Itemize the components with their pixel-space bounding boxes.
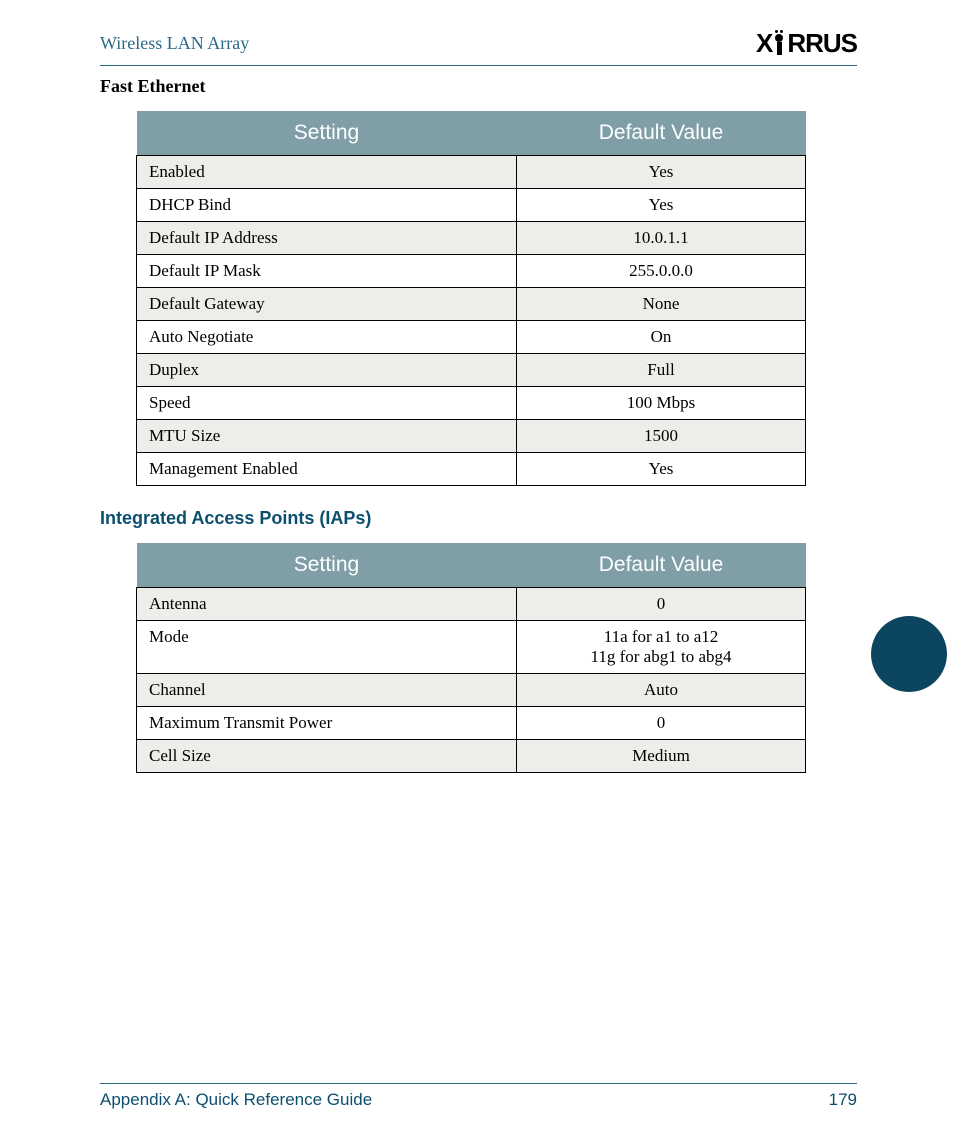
table-row: DuplexFull — [137, 354, 806, 387]
page-header: Wireless LAN Array X RRUS — [100, 28, 857, 66]
cell-value: Medium — [517, 740, 806, 773]
iaps-table: Setting Default Value Antenna0Mode11a fo… — [136, 543, 806, 773]
table-row: Auto NegotiateOn — [137, 321, 806, 354]
brand-logo: X RRUS — [756, 28, 857, 59]
table-row: Default IP Mask255.0.0.0 — [137, 255, 806, 288]
fast-ethernet-table: Setting Default Value EnabledYesDHCP Bin… — [136, 111, 806, 486]
table-row: Speed100 Mbps — [137, 387, 806, 420]
logo-x-letter: X — [756, 28, 771, 59]
cell-value: 10.0.1.1 — [517, 222, 806, 255]
table-header-row: Setting Default Value — [137, 543, 806, 588]
cell-setting: Default Gateway — [137, 288, 517, 321]
table-row: DHCP BindYes — [137, 189, 806, 222]
table-row: ChannelAuto — [137, 674, 806, 707]
col-default-value: Default Value — [517, 111, 806, 156]
cell-value: 255.0.0.0 — [517, 255, 806, 288]
cell-setting: Speed — [137, 387, 517, 420]
cell-setting: Channel — [137, 674, 517, 707]
cell-setting: Auto Negotiate — [137, 321, 517, 354]
cell-value: Full — [517, 354, 806, 387]
logo-rest-text: RRUS — [787, 28, 857, 59]
cell-setting: Management Enabled — [137, 453, 517, 486]
cell-setting: Maximum Transmit Power — [137, 707, 517, 740]
cell-value: 0 — [517, 707, 806, 740]
cell-setting: Antenna — [137, 588, 517, 621]
col-default-value: Default Value — [517, 543, 806, 588]
cell-setting: DHCP Bind — [137, 189, 517, 222]
table-header-row: Setting Default Value — [137, 111, 806, 156]
cell-value: On — [517, 321, 806, 354]
side-tab-circle-icon — [871, 616, 947, 692]
cell-value: Yes — [517, 156, 806, 189]
cell-setting: Cell Size — [137, 740, 517, 773]
table-row: Management EnabledYes — [137, 453, 806, 486]
table-row: Antenna0 — [137, 588, 806, 621]
cell-value: Yes — [517, 189, 806, 222]
cell-setting: MTU Size — [137, 420, 517, 453]
cell-value: None — [517, 288, 806, 321]
table-row: Maximum Transmit Power0 — [137, 707, 806, 740]
cell-setting: Mode — [137, 621, 517, 674]
logo-i-icon — [775, 30, 783, 55]
cell-value: 1500 — [517, 420, 806, 453]
table-row: Mode11a for a1 to a1211g for abg1 to abg… — [137, 621, 806, 674]
header-title: Wireless LAN Array — [100, 33, 249, 54]
table-row: EnabledYes — [137, 156, 806, 189]
cell-setting: Enabled — [137, 156, 517, 189]
table-row: Cell SizeMedium — [137, 740, 806, 773]
col-setting: Setting — [137, 543, 517, 588]
section-title-iaps: Integrated Access Points (IAPs) — [100, 508, 857, 529]
cell-setting: Default IP Address — [137, 222, 517, 255]
cell-value: Auto — [517, 674, 806, 707]
cell-value: 100 Mbps — [517, 387, 806, 420]
cell-value: 11a for a1 to a1211g for abg1 to abg4 — [517, 621, 806, 674]
section-title-fast-ethernet: Fast Ethernet — [100, 76, 857, 97]
table-row: MTU Size1500 — [137, 420, 806, 453]
footer-page-number: 179 — [829, 1090, 857, 1110]
footer-left: Appendix A: Quick Reference Guide — [100, 1090, 372, 1110]
table-row: Default GatewayNone — [137, 288, 806, 321]
page-footer: Appendix A: Quick Reference Guide 179 — [100, 1083, 857, 1110]
cell-setting: Default IP Mask — [137, 255, 517, 288]
cell-value: 0 — [517, 588, 806, 621]
cell-value: Yes — [517, 453, 806, 486]
col-setting: Setting — [137, 111, 517, 156]
table-row: Default IP Address10.0.1.1 — [137, 222, 806, 255]
cell-setting: Duplex — [137, 354, 517, 387]
